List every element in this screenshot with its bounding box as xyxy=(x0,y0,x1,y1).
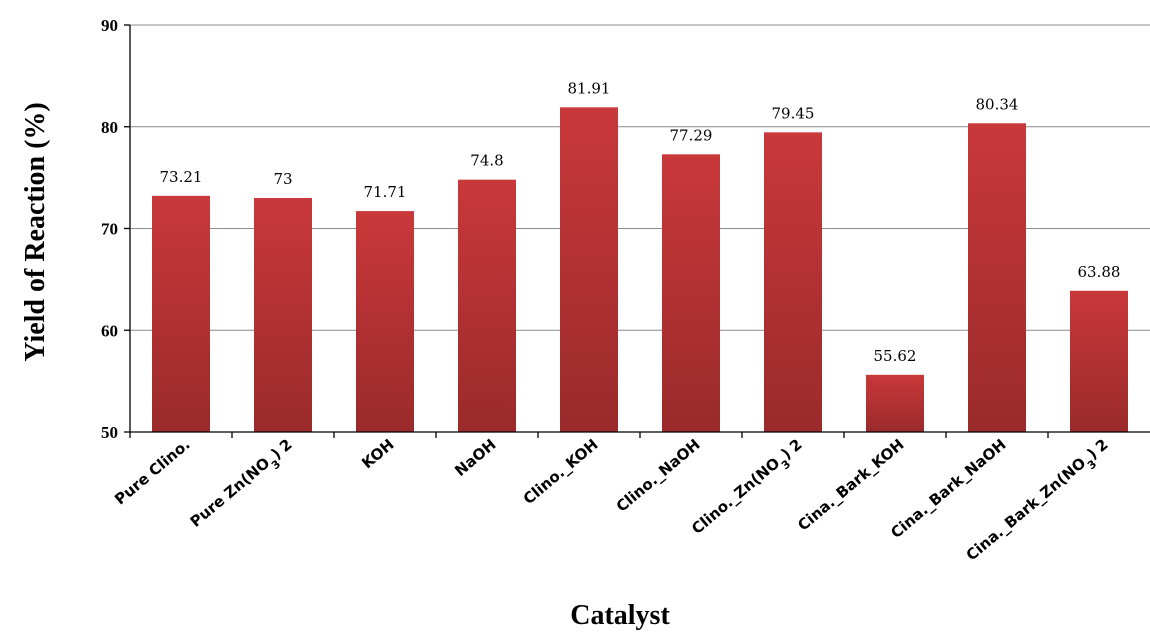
category-label-1: Pure Zn(NO3)2 xyxy=(187,435,300,535)
data-label-5: 77.29 xyxy=(670,126,713,144)
data-label-7: 55.62 xyxy=(874,347,917,365)
y-tick-label-60: 60 xyxy=(101,321,118,340)
category-label-0: Pure Clino. xyxy=(111,435,193,508)
data-label-0: 73.21 xyxy=(160,168,203,186)
category-label-4: Clino._KOH xyxy=(520,435,602,508)
bar-8 xyxy=(968,123,1026,432)
y-axis-title: Yield of Reaction (%) xyxy=(20,102,51,361)
bar-3 xyxy=(458,179,516,432)
bar-5 xyxy=(662,154,720,432)
bar-4 xyxy=(560,107,618,433)
category-label-5: Clino._NaOH xyxy=(613,435,704,515)
x-axis-title: Catalyst xyxy=(570,600,670,631)
data-label-4: 81.91 xyxy=(568,79,611,97)
axes xyxy=(124,24,1150,438)
bar-9 xyxy=(1070,290,1128,432)
data-label-2: 71.71 xyxy=(364,183,407,201)
y-tick-label-70: 70 xyxy=(101,220,118,239)
category-label-2: KOH xyxy=(358,435,397,472)
data-label-6: 79.45 xyxy=(772,104,815,122)
bar-1 xyxy=(254,197,312,432)
category-label-7: Cina._Bark_KOH xyxy=(794,435,907,534)
bar-0 xyxy=(152,195,210,432)
bars xyxy=(152,107,1128,433)
bar-2 xyxy=(356,211,414,432)
category-label-6: Clino._Zn(NO3)2 xyxy=(688,435,809,542)
bar-7 xyxy=(866,374,924,432)
category-label-3: NaOH xyxy=(451,435,499,480)
y-tick-label-90: 90 xyxy=(101,16,118,35)
data-label-8: 80.34 xyxy=(976,95,1019,113)
bar-6 xyxy=(764,132,822,432)
y-tick-label-50: 50 xyxy=(101,423,118,442)
data-label-1: 73 xyxy=(273,170,292,188)
data-label-9: 63.88 xyxy=(1078,263,1121,281)
data-label-3: 74.8 xyxy=(470,152,503,170)
y-tick-label-80: 80 xyxy=(101,118,118,137)
